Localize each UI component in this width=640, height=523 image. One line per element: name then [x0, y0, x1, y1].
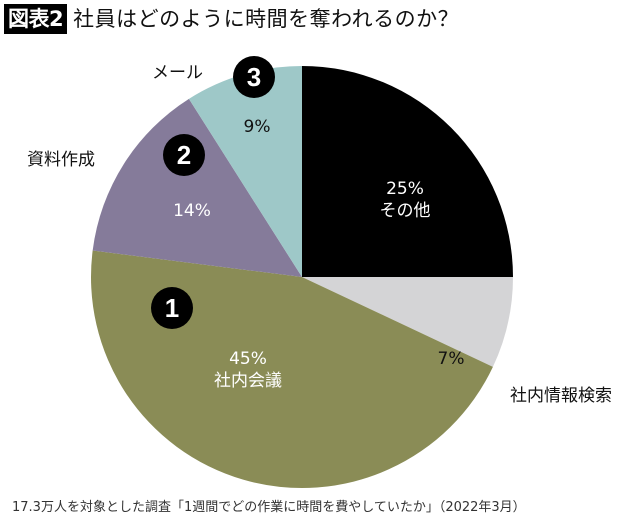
figure-number-badge: 図表2	[4, 4, 68, 34]
slice-label-mail: 9%	[244, 116, 271, 138]
rank-3-number: 3	[246, 61, 262, 92]
slice-label-docs: 14%	[173, 200, 211, 222]
rank-1-number: 1	[164, 292, 180, 323]
search-category-label: 社内情報検索	[510, 386, 612, 406]
chart-footnote: 17.3万人を対象とした調査「1週間でどの作業に時間を費やしていたか」（2022…	[12, 500, 526, 515]
search-percent: 7%	[437, 349, 465, 369]
pie-slice-other	[302, 66, 513, 277]
chart-header: 図表2 社員はどのように時間を奪われるのか？	[4, 4, 459, 34]
slice-label-other: 25% その他	[380, 178, 431, 222]
mail-percent: 9%	[243, 117, 271, 137]
pie-slice-search	[302, 277, 513, 367]
rank-2-number: 2	[176, 139, 192, 170]
other-name: その他	[379, 201, 431, 221]
meeting-name: 社内会議	[214, 371, 282, 391]
rank-1-badge: 1	[151, 287, 193, 329]
docs-percent: 14%	[173, 201, 211, 221]
rank-2-badge: 2	[163, 134, 205, 176]
slice-label-meeting: 45% 社内会議	[214, 348, 282, 392]
docs-category-label: 資料作成	[27, 150, 95, 170]
mail-category-label: メール	[152, 63, 203, 83]
other-percent: 25%	[386, 179, 424, 199]
pie-slice-mail	[188, 66, 302, 277]
rank-3-badge: 3	[233, 56, 275, 98]
slice-label-search: 7%	[438, 348, 465, 370]
pie-slices	[90, 66, 513, 488]
meeting-percent: 45%	[229, 349, 267, 369]
chart-title: 社員はどのように時間を奪われるのか？	[73, 7, 460, 31]
pie-slice-docs	[92, 98, 303, 278]
